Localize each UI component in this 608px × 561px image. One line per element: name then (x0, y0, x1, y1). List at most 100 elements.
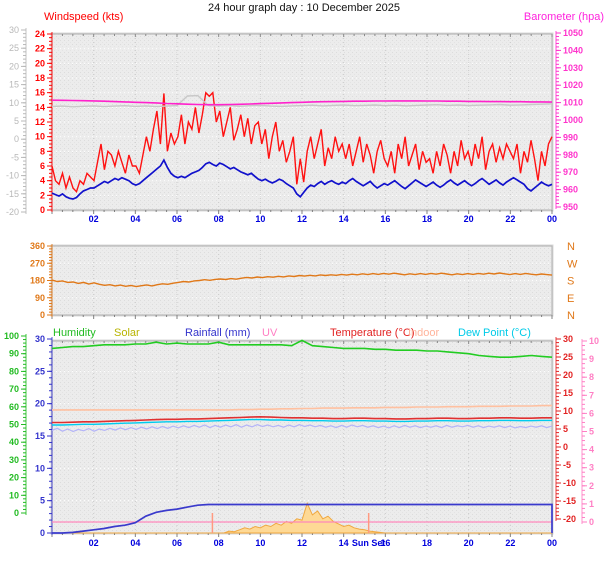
svg-text:8: 8 (589, 372, 594, 382)
svg-text:5: 5 (563, 424, 568, 434)
legend-temperature: Temperature (°C) (330, 327, 415, 339)
climate-gridlines (52, 341, 552, 533)
series-indoor (52, 404, 552, 411)
svg-text:9: 9 (589, 354, 594, 364)
svg-text:14: 14 (339, 538, 349, 548)
svg-text:6: 6 (40, 161, 45, 171)
svg-text:18: 18 (422, 214, 432, 224)
svg-text:20: 20 (9, 473, 19, 483)
svg-text:360: 360 (30, 241, 45, 251)
svg-text:20: 20 (35, 399, 45, 409)
svg-text:20: 20 (464, 538, 474, 548)
svg-text:0: 0 (40, 205, 45, 215)
svg-text:22: 22 (35, 44, 45, 54)
svg-text:40: 40 (9, 437, 19, 447)
climate-x-ticks (51, 341, 553, 537)
svg-text:14: 14 (35, 102, 45, 112)
series-wind-gust (51, 91, 553, 194)
svg-text:60: 60 (9, 402, 19, 412)
wind-baro-x-ticks (51, 34, 553, 214)
svg-text:18: 18 (422, 538, 432, 548)
svg-text:3: 3 (589, 463, 594, 473)
svg-text:N: N (567, 241, 575, 253)
svg-text:5: 5 (40, 496, 45, 506)
svg-text:8: 8 (40, 146, 45, 156)
svg-text:04: 04 (130, 538, 140, 548)
barometer-axis-title: Barometer (hpa) (523, 11, 604, 23)
series-barometer-secondary (51, 94, 553, 108)
svg-text:10: 10 (563, 406, 573, 416)
svg-text:5: 5 (589, 427, 594, 437)
svg-text:970: 970 (563, 167, 578, 177)
series-wind-chill (51, 424, 553, 433)
svg-text:25: 25 (35, 366, 45, 376)
svg-text:180: 180 (30, 276, 45, 286)
svg-text:15: 15 (35, 431, 45, 441)
svg-text:30: 30 (563, 334, 573, 344)
page-title: 24 hour graph day : 10 December 2025 (207, 2, 401, 14)
wind-direction-axis-dir: 360 270 180 90 0 (30, 241, 53, 320)
svg-text:-5: -5 (563, 460, 571, 470)
sun-markers: Sun Set (211, 513, 385, 548)
wind-baro-x-labels: 02 04 06 08 10 12 14 16 18 20 22 00 (89, 214, 557, 224)
svg-text:80: 80 (9, 366, 19, 376)
svg-text:16: 16 (380, 214, 390, 224)
svg-text:10: 10 (35, 132, 45, 142)
svg-text:-15: -15 (563, 496, 576, 506)
svg-text:02: 02 (89, 538, 99, 548)
svg-text:12: 12 (297, 214, 307, 224)
legend-uv: UV (262, 327, 278, 339)
svg-text:70: 70 (9, 384, 19, 394)
svg-text:90: 90 (35, 293, 45, 303)
legend-indoor: Indoor (408, 327, 440, 339)
legend-dew-point: Dew Point (°C) (458, 327, 531, 339)
svg-text:15: 15 (9, 80, 19, 90)
climate-x-labels: 02 04 06 08 10 12 14 16 18 20 22 00 (89, 538, 557, 548)
svg-text:-5: -5 (11, 152, 19, 162)
svg-text:0: 0 (563, 442, 568, 452)
svg-text:02: 02 (89, 214, 99, 224)
svg-text:S: S (567, 276, 574, 288)
svg-text:0: 0 (14, 508, 19, 518)
svg-text:30: 30 (9, 455, 19, 465)
svg-text:25: 25 (563, 352, 573, 362)
legend-solar: Solar (114, 327, 140, 339)
svg-text:22: 22 (505, 538, 515, 548)
svg-text:1000: 1000 (563, 115, 583, 125)
svg-text:04: 04 (130, 214, 140, 224)
svg-text:18: 18 (35, 73, 45, 83)
svg-text:25: 25 (9, 43, 19, 53)
svg-text:1020: 1020 (563, 80, 583, 90)
wind-baro-axis-outer: 30 25 20 15 10 5 0 -5 -10 -15 -20 (6, 25, 27, 217)
svg-text:2: 2 (40, 190, 45, 200)
svg-text:-20: -20 (6, 207, 19, 217)
svg-text:90: 90 (9, 349, 19, 359)
series-barometer (51, 99, 553, 106)
svg-text:10: 10 (35, 463, 45, 473)
series-wind-direction (51, 272, 553, 288)
wind-direction-x-ticks (51, 315, 553, 319)
svg-text:7: 7 (589, 390, 594, 400)
svg-text:0: 0 (40, 528, 45, 538)
climate-legend: Humidity Solar Rainfall (mm) UV Temperature … (0, 327, 608, 340)
series-rainfall (52, 503, 553, 534)
svg-text:30: 30 (9, 25, 19, 35)
series-wind-average (51, 158, 553, 200)
svg-text:-20: -20 (563, 514, 576, 524)
climate-axis-rain: 30 25 20 15 10 5 0 (35, 334, 53, 538)
svg-text:990: 990 (563, 132, 578, 142)
svg-text:980: 980 (563, 150, 578, 160)
svg-text:12: 12 (35, 117, 45, 127)
series-solar (52, 501, 552, 534)
svg-text:16: 16 (380, 538, 390, 548)
svg-text:960: 960 (563, 185, 578, 195)
svg-text:24: 24 (35, 29, 45, 39)
windspeed-axis-title: Windspeed (kts) (44, 11, 124, 23)
svg-text:4: 4 (589, 445, 594, 455)
svg-text:10: 10 (9, 98, 19, 108)
svg-text:0: 0 (589, 517, 594, 527)
svg-text:270: 270 (30, 258, 45, 268)
series-temperature (52, 415, 552, 424)
